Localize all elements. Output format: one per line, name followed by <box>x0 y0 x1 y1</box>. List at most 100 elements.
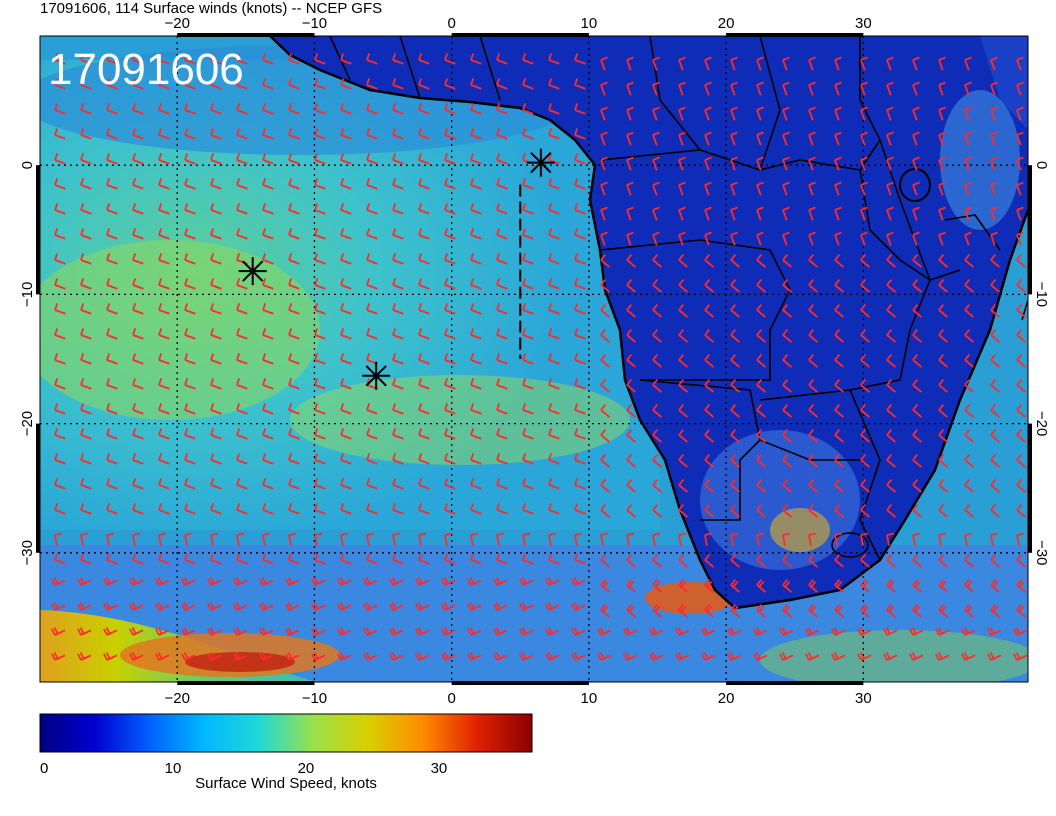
wind-barb <box>912 328 923 343</box>
wind-barb <box>288 53 300 65</box>
wind-barb <box>54 353 66 365</box>
wind-barb <box>77 602 92 611</box>
wind-barb <box>730 278 741 293</box>
wind-barb <box>132 228 144 240</box>
wind-barb <box>210 128 222 140</box>
wind-barb <box>574 353 586 365</box>
wind-barb <box>938 156 946 171</box>
wind-barb <box>964 231 972 246</box>
colorbar-tick-label: 20 <box>298 760 315 777</box>
wind-barb <box>782 131 790 146</box>
wind-barb <box>961 627 976 636</box>
wind-barb <box>626 378 637 393</box>
wind-barb <box>288 453 300 465</box>
wind-barb <box>392 403 404 415</box>
wind-barb <box>103 652 118 661</box>
wind-barb <box>548 303 560 315</box>
wind-barb <box>184 353 196 365</box>
wind-barb <box>652 81 660 96</box>
lat-label-right: −20 <box>1033 411 1050 436</box>
wind-barb <box>756 503 767 518</box>
wind-barb <box>938 231 946 246</box>
wind-barb <box>831 652 846 661</box>
wind-barb <box>704 156 712 171</box>
wind-barb <box>626 131 634 146</box>
wind-barb <box>132 153 144 165</box>
wind-barb <box>236 303 248 315</box>
wind-barb <box>366 532 375 546</box>
wind-barb <box>808 156 816 171</box>
wind-barb <box>444 532 453 546</box>
wind-barb <box>340 203 352 215</box>
wind-barb <box>1016 56 1024 71</box>
wind-barb <box>782 328 793 343</box>
wind-barb <box>964 156 972 171</box>
wind-barb <box>158 478 170 490</box>
wind-barb <box>340 303 352 315</box>
wind-barb <box>730 206 738 221</box>
wind-barb <box>756 478 767 493</box>
wind-barb <box>288 178 300 190</box>
wind-barb <box>938 303 949 318</box>
wind-barb <box>54 328 66 340</box>
wind-barb <box>392 203 404 215</box>
wind-barb <box>522 532 531 546</box>
wind-barb <box>756 403 767 418</box>
colorbar-gradient <box>39 713 533 753</box>
wind-barb <box>912 278 923 293</box>
wind-barb <box>392 178 404 190</box>
wind-barb <box>938 553 949 568</box>
wind-barb <box>678 532 687 546</box>
wind-barb <box>54 103 66 115</box>
lat-label-left: 0 <box>19 161 36 169</box>
wind-barb <box>54 228 66 240</box>
wind-barb <box>730 181 738 196</box>
wind-barb <box>886 303 897 318</box>
wind-barb <box>964 181 972 196</box>
wind-barb <box>600 453 611 468</box>
wind-barb <box>782 578 793 593</box>
wind-barb <box>522 328 534 340</box>
wind-barb <box>184 203 196 215</box>
wind-barb <box>210 353 222 365</box>
wind-barbs <box>51 53 1028 661</box>
wind-barb <box>418 153 430 165</box>
wind-barb <box>938 253 949 268</box>
wind-barb <box>860 353 871 368</box>
wind-barb <box>808 353 819 368</box>
wind-barb <box>233 652 248 661</box>
wind-barb <box>340 532 349 546</box>
wind-barb <box>678 328 689 343</box>
wind-barb <box>548 478 560 490</box>
wind-barb <box>314 78 326 90</box>
wind-barb <box>77 627 92 636</box>
colorbar: 0 10 20 30 Surface Wind Speed, knots <box>39 713 533 792</box>
wind-barb <box>340 378 352 390</box>
wind-barb <box>519 602 534 611</box>
wind-barb <box>964 131 972 146</box>
wind-barb <box>155 627 170 636</box>
wind-barb <box>990 532 999 546</box>
wind-barb <box>496 453 508 465</box>
wind-barb <box>935 627 950 636</box>
wind-barb <box>1016 131 1024 146</box>
wind-barb <box>470 253 482 265</box>
lake-victoria <box>899 168 931 202</box>
wind-barb <box>600 578 611 593</box>
wind-barb <box>857 652 872 661</box>
wind-barb <box>262 103 274 115</box>
wind-barb <box>574 428 586 440</box>
frame-scale-bars <box>36 33 1032 685</box>
wind-barb <box>444 428 456 440</box>
wind-barb <box>366 128 378 140</box>
lon-label-top: −10 <box>302 15 327 32</box>
wind-barb <box>210 253 222 265</box>
wind-barb <box>496 78 508 90</box>
wind-barb <box>1016 578 1027 593</box>
wind-barb <box>1016 303 1027 318</box>
wind-barb <box>210 478 222 490</box>
lat-label-left: −30 <box>19 540 36 565</box>
wind-barb <box>1016 353 1027 368</box>
wind-barb <box>990 503 1001 518</box>
wind-barb <box>80 378 92 390</box>
